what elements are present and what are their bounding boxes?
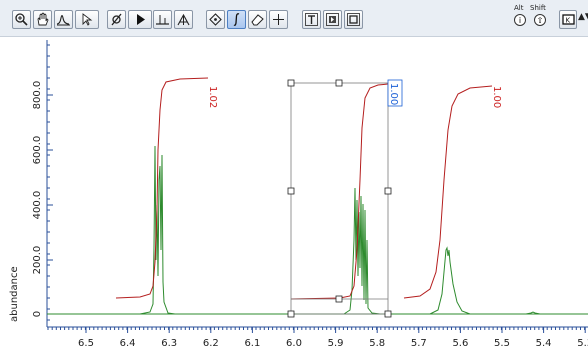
spectrum-peak-group-3 [429,246,471,315]
x-tick-label: 5.8 [369,338,385,349]
integral-button[interactable] [227,10,246,29]
phase-button[interactable] [107,10,126,29]
integral-curve-2 [290,83,389,300]
frame-icon [347,13,360,26]
peak-marker-icon [209,13,222,26]
spectrum-plot[interactable]: 0 200.0 400.0 600.0 800.0 abundance 6.5 6.4 6.… [0,37,588,353]
x-tick-label: 5.5 [494,338,510,349]
x-tick-label: 6.0 [286,338,302,349]
y-axis-label: abundance [9,266,20,322]
x-tick-label: 5.7 [411,338,427,349]
baseline-button[interactable] [153,10,172,29]
multiplet-icon [177,13,190,26]
integral-curve-3 [403,85,493,299]
insert-object-icon [326,13,339,26]
x-tick-label: 6.5 [78,338,94,349]
integral-label-3[interactable]: 1.00 [491,86,502,108]
baseline-icon [156,15,169,25]
spectrum-small-peak [525,311,541,315]
text-tool-icon [305,13,318,26]
integral-label-2[interactable]: 1.00 [388,83,399,105]
integral-selection-box[interactable] [290,82,389,315]
peak-marker-button[interactable] [206,10,225,29]
dropdown-arrow-icon[interactable]: ▲▼ [578,12,588,22]
fit-button[interactable] [54,10,73,29]
fit-icon [56,14,70,26]
zoom-icon [15,13,28,26]
handle-bottom-right[interactable] [384,310,392,318]
peak-pick-icon [136,14,145,25]
y-tick-label: 600.0 [32,136,43,165]
x-axis-ticks: 6.56.46.36.26.16.05.95.85.75.65.55.45.35… [47,327,588,349]
selection-handles[interactable] [287,79,392,318]
pan-button[interactable] [33,10,52,29]
pointer-icon [82,13,92,26]
spectrum-peak-group-2 [343,187,381,315]
y-tick-label: 400.0 [32,191,43,220]
peak-pick-button[interactable] [128,10,152,29]
y-axis-ticks: 0 200.0 400.0 600.0 800.0 [32,44,53,321]
x-tick-label: 5.6 [452,338,468,349]
x-tick-label: 5.3 [577,338,588,349]
keyboard-button[interactable]: K [559,10,577,29]
crosshair-icon [273,14,284,25]
shift-key-icon[interactable]: ⇧ [534,14,546,26]
x-tick-label: 5.4 [536,338,552,349]
text-tool-button[interactable] [302,10,321,29]
zoom-button[interactable] [12,10,31,29]
pointer-button[interactable] [75,10,99,29]
x-tick-label: 5.9 [328,338,344,349]
eraser-icon [251,14,264,26]
integral-icon [233,13,240,26]
y-tick-label: 0 [32,311,43,317]
multiplet-button[interactable] [174,10,193,29]
x-tick-label: 6.2 [203,338,219,349]
integral-label-1[interactable]: 1.02 [207,86,218,108]
x-tick-label: 6.1 [244,338,260,349]
eraser-button[interactable] [248,10,267,29]
handle-top-center[interactable] [335,79,343,87]
handle-middle-left[interactable] [287,187,295,195]
toolbar: Alt i Shift ⇧ K ▲▼ [0,0,588,37]
handle-top-left[interactable] [287,79,295,87]
alt-label: Alt [514,4,524,12]
shift-label: Shift [530,4,546,12]
integral-curve-1 [115,77,209,299]
y-tick-label: 800.0 [32,81,43,110]
keyboard-icon: K [561,14,575,25]
alt-key-icon[interactable]: i [514,14,526,26]
handle-bias[interactable] [335,295,343,303]
phase-icon [111,13,122,26]
x-tick-label: 6.3 [161,338,177,349]
handle-middle-right[interactable] [384,187,392,195]
insert-object-button[interactable] [323,10,342,29]
y-tick-label: 200.0 [32,246,43,275]
frame-button[interactable] [344,10,363,29]
pan-hand-icon [37,12,49,26]
handle-bottom-left[interactable] [287,310,295,318]
svg-text:K: K [565,17,570,25]
x-tick-label: 6.4 [120,338,136,349]
crosshair-button[interactable] [269,10,288,29]
integral-label-2-frame [387,79,403,107]
